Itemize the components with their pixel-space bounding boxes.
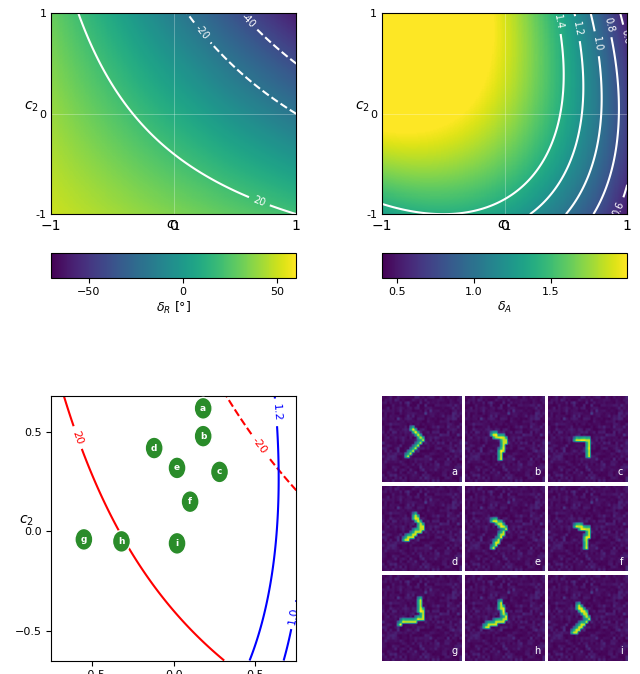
Text: c: c (618, 467, 623, 477)
Circle shape (75, 528, 93, 550)
X-axis label: $c_1$: $c_1$ (166, 218, 181, 233)
Text: 0.6: 0.6 (611, 200, 627, 218)
Text: 20: 20 (70, 429, 84, 446)
Circle shape (194, 398, 212, 419)
Circle shape (113, 530, 131, 552)
Circle shape (194, 425, 212, 447)
Text: 20: 20 (252, 195, 267, 208)
Text: g: g (451, 646, 457, 656)
Circle shape (145, 437, 163, 459)
Circle shape (168, 532, 186, 554)
X-axis label: $\delta_R$ [°]: $\delta_R$ [°] (156, 300, 191, 316)
Text: h: h (118, 537, 125, 546)
Text: b: b (534, 467, 540, 477)
Text: 1.4: 1.4 (552, 13, 565, 30)
Text: d: d (151, 443, 157, 452)
Text: a: a (451, 467, 457, 477)
Text: i: i (175, 539, 179, 548)
Text: a: a (200, 404, 206, 413)
Text: -40: -40 (239, 11, 257, 30)
Circle shape (211, 461, 228, 483)
Circle shape (168, 457, 186, 479)
Text: i: i (621, 646, 623, 656)
Text: f: f (620, 557, 623, 567)
Text: 1.2: 1.2 (572, 20, 584, 37)
Y-axis label: $c_2$: $c_2$ (24, 100, 39, 114)
Y-axis label: $c_2$: $c_2$ (19, 514, 34, 528)
Text: d: d (451, 557, 457, 567)
Text: h: h (534, 646, 540, 656)
Text: 1.0: 1.0 (591, 36, 603, 52)
Text: f: f (188, 497, 192, 506)
Text: g: g (81, 535, 87, 544)
Y-axis label: $c_2$: $c_2$ (355, 100, 370, 114)
Text: -20: -20 (193, 24, 211, 42)
Text: b: b (200, 431, 206, 441)
Text: 1.0: 1.0 (287, 606, 300, 625)
X-axis label: $c_1$: $c_1$ (497, 218, 512, 233)
X-axis label: $\delta_A$: $\delta_A$ (497, 300, 512, 315)
Text: 1.2: 1.2 (271, 403, 282, 421)
Text: 0.6: 0.6 (620, 28, 632, 45)
Text: e: e (174, 464, 180, 472)
Text: 0.8: 0.8 (602, 16, 615, 34)
Circle shape (181, 491, 199, 513)
Text: c: c (217, 467, 222, 477)
Text: -20: -20 (250, 435, 269, 456)
Text: e: e (534, 557, 540, 567)
